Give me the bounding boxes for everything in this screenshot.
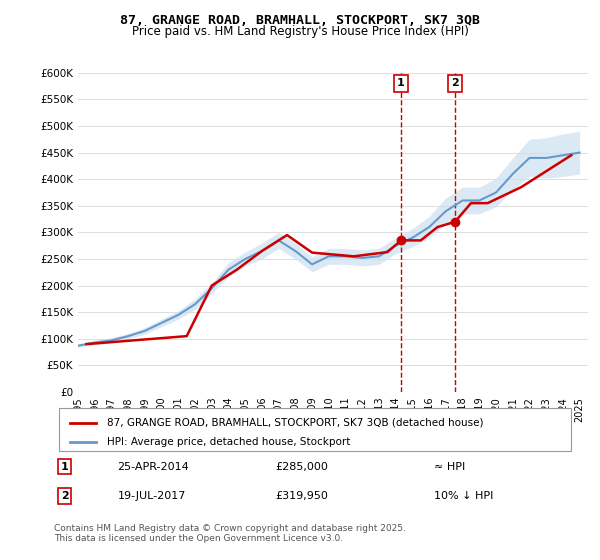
Text: ≈ HPI: ≈ HPI [434,461,466,472]
Text: 87, GRANGE ROAD, BRAMHALL, STOCKPORT, SK7 3QB: 87, GRANGE ROAD, BRAMHALL, STOCKPORT, SK… [120,14,480,27]
Text: Contains HM Land Registry data © Crown copyright and database right 2025.
This d: Contains HM Land Registry data © Crown c… [54,524,406,543]
Text: HPI: Average price, detached house, Stockport: HPI: Average price, detached house, Stoc… [107,437,350,447]
Text: 10% ↓ HPI: 10% ↓ HPI [434,491,494,501]
Text: 2: 2 [61,491,68,501]
Text: 19-JUL-2017: 19-JUL-2017 [118,491,186,501]
Text: £319,950: £319,950 [276,491,329,501]
Text: 1: 1 [397,78,405,88]
FancyBboxPatch shape [59,408,571,451]
Text: 2: 2 [451,78,459,88]
Text: Price paid vs. HM Land Registry's House Price Index (HPI): Price paid vs. HM Land Registry's House … [131,25,469,38]
Text: £285,000: £285,000 [276,461,329,472]
Text: 87, GRANGE ROAD, BRAMHALL, STOCKPORT, SK7 3QB (detached house): 87, GRANGE ROAD, BRAMHALL, STOCKPORT, SK… [107,418,484,428]
Text: 25-APR-2014: 25-APR-2014 [118,461,189,472]
Text: 1: 1 [61,461,68,472]
